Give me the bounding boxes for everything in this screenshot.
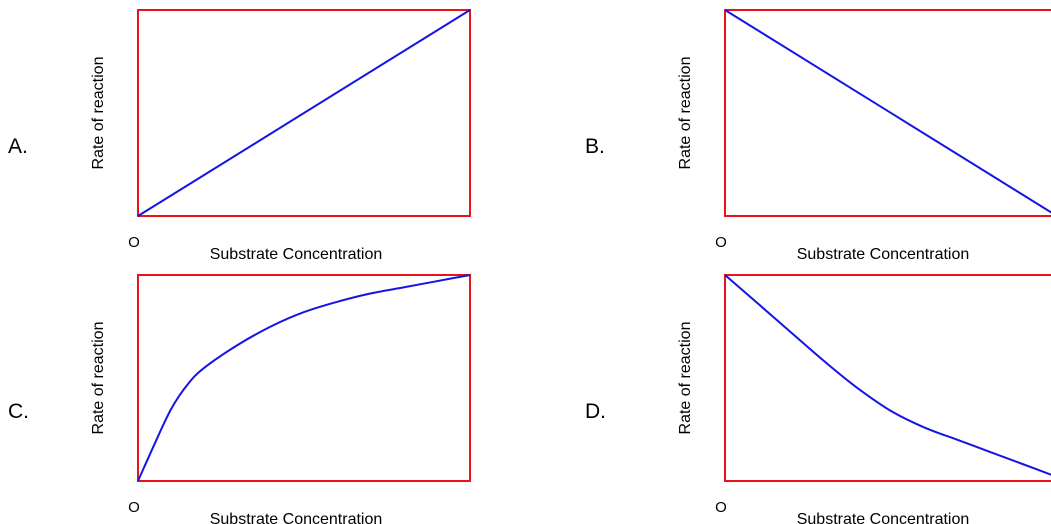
origin-label-a: O [128,234,140,251]
plot-frame-c [137,274,471,482]
option-label-b: B. [585,135,605,158]
option-label-c: C. [8,400,29,423]
x-axis-label-c: Substrate Concentration [210,511,383,524]
option-label-a: A. [8,135,28,158]
plot-frame-d [724,274,1051,482]
chart-panel-a: A. Rate of reaction O Substrate Concentrati… [8,9,471,263]
x-axis-label-a: Substrate Concentration [210,246,383,263]
option-label-d: D. [585,400,606,423]
series-line-c [137,274,471,482]
x-axis-label-d: Substrate Concentration [797,511,970,524]
chart-panel-b: B. Rate of reaction O Substrate Concentrati… [585,9,1051,263]
y-axis-label-c: Rate of reaction [90,322,107,435]
series-line-a [137,9,471,217]
x-axis-label-b: Substrate Concentration [797,246,970,263]
chart-panel-d: D. Rate of reaction O Substrate Concentrati… [585,274,1051,524]
origin-label-b: O [715,234,727,251]
plot-frame-a [137,9,471,217]
series-line-b [724,9,1051,214]
y-axis-label-b: Rate of reaction [677,57,694,170]
series-line-d [724,274,1051,476]
y-axis-label-d: Rate of reaction [677,322,694,435]
y-axis-label-a: Rate of reaction [90,57,107,170]
origin-label-d: O [715,499,727,516]
origin-label-c: O [128,499,140,516]
plot-frame-b [724,9,1051,217]
chart-panel-c: C. Rate of reaction O Substrate Concentrati… [8,274,471,524]
